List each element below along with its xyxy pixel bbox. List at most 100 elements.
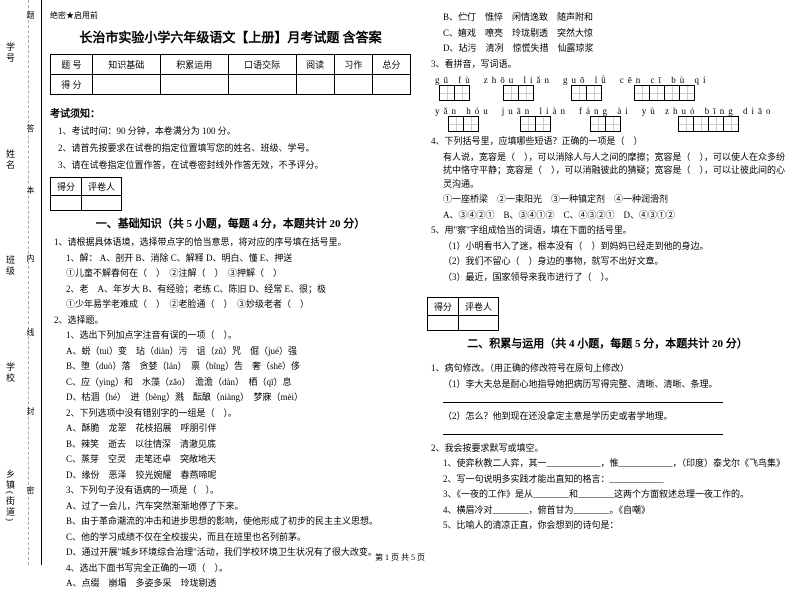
seal-seg: 线: [25, 328, 36, 336]
sb-blank: [459, 316, 499, 331]
tianzige-cell: [693, 116, 709, 132]
tianzige-row: [520, 116, 551, 132]
binding-margin: 学号 姓名 班级 学校 乡镇(街道) 题 答 本 内 线 封 密: [0, 0, 42, 565]
tianzige-cell: [454, 85, 470, 101]
pinyin-block: guō lǜ: [563, 75, 610, 101]
q: B、由于革命潮流的冲击和进步思想的影响，使他形成了初步的民主主义思想。: [66, 515, 411, 529]
blank-line: [443, 393, 788, 408]
q: 4、横眉冷对________，俯首甘为________。《自嘲》: [443, 504, 788, 518]
seal-seg: 题: [25, 11, 36, 19]
q: 有人说，宽容是（ ），可以消除人与人之间的摩擦；宽容是（ ），可以使人在众多纷扰…: [443, 151, 788, 192]
q: 1、选出下列加点字注音有误的一项（ ）。: [66, 329, 411, 343]
th: 阅读: [296, 55, 334, 75]
q: （2）我们不留心（ ）身边的事物，就写不出好文章。: [443, 255, 788, 269]
seal-seg: 内: [25, 254, 36, 262]
sb-c1: 得分: [51, 178, 82, 196]
exam-title: 长治市实验小学六年级语文【上册】月考试题 含答案: [50, 27, 411, 46]
q: A、点缀 崩塌 多姿多采 玲珑剔透: [66, 577, 411, 591]
td: [372, 75, 410, 95]
notice-item: 3、请在试卷指定位置作答，在试卷密封线外作答无效，不予评分。: [58, 158, 411, 171]
sb-blank: [51, 196, 82, 211]
score-box: 得分 评卷人: [50, 177, 122, 211]
pinyin-block: zhōu liǎn: [484, 75, 553, 101]
tianzige-row: [590, 116, 621, 132]
q: （1）李大夫总是耐心地指导她把病历写得完整、清晰、清晰、条理。: [443, 378, 788, 392]
exam-page: 学号 姓名 班级 学校 乡镇(街道) 题 答 本 内 线 封 密 绝密★启用前 …: [0, 0, 800, 565]
sb-blank: [82, 196, 122, 211]
seal-seg: 答: [25, 124, 36, 132]
q: 2、选择题。: [54, 314, 411, 328]
q: 3、下列句子没有语病的一项是（ ）。: [66, 484, 411, 498]
q: C、嬉戏 嘹亮 玲珑剔透 突然大惊: [443, 27, 788, 41]
q: （2）怎么？他到现在还没拿定主意是学历史或者学地理。: [443, 410, 788, 424]
margin-label: 学号: [4, 42, 17, 64]
th: 口语交际: [228, 55, 296, 75]
tianzige-cell: [664, 85, 680, 101]
seal-seg: 本: [25, 186, 36, 194]
tianzige-cell: [679, 85, 695, 101]
section-head: 得分 评卷人: [50, 177, 411, 211]
tianzige-row: [503, 85, 534, 101]
q: 1、病句修改。（用正确的修改符号在原句上修改）: [431, 362, 788, 376]
page-footer: 第 1 页 共 5 页: [0, 552, 800, 563]
q: A、酥脆 龙翠 花枝招展 呼朋引伴: [66, 422, 411, 436]
q: C、他的学习成绩不仅在全校拔尖，而且在班里也名列前茅。: [66, 531, 411, 545]
tianzige-cell: [708, 116, 724, 132]
q: 2、写一句说明多实践才能出直知的格言：____________: [443, 473, 788, 487]
right-column: B、伫仃 憔悴 闲情逸致 随声附和 C、嬉戏 嘹亮 玲珑剔透 突然大惊 D、玷污…: [427, 10, 788, 559]
q: （3）最近，国家领导来我市进行了（ ）。: [443, 271, 788, 285]
content-area: 绝密★启用前 长治市实验小学六年级语文【上册】月考试题 含答案 题 号 知识基础…: [42, 0, 800, 565]
pinyin-text: yù zhuó bīng diāo: [642, 106, 775, 116]
td: [334, 75, 372, 95]
sb-c2: 评卷人: [459, 298, 499, 316]
tianzige-cell: [535, 116, 551, 132]
q: A、过了一会儿，汽车突然渐渐地停了下来。: [66, 500, 411, 514]
tianzige-cell: [520, 116, 536, 132]
pinyin-block: fáng ài: [579, 106, 632, 132]
td: [296, 75, 334, 95]
q: 3、《一夜的工作》是从________和________这两个方面叙述总理一夜工…: [443, 488, 788, 502]
q: 5、用"察"字组成恰当的词语，填在下面的括号里。: [431, 224, 788, 238]
q: ①少年易学老难成（ ） ②老脸通（ ） ③妙级老者（ ）: [66, 298, 411, 312]
tianzige-row: [571, 85, 602, 101]
blank-line: [443, 425, 788, 440]
q: ①儿童不解春何在（ ） ②注解（ ） ③押解（ ）: [66, 267, 411, 281]
seal-line: 题 答 本 内 线 封 密: [28, 0, 29, 565]
pinyin-text: cēn cī bù qí: [620, 75, 710, 85]
q: 4、下列括号里，应填哪些短语？正确的一项是（ ）: [431, 135, 788, 149]
tianzige-cell: [649, 85, 665, 101]
tianzige-cell: [723, 116, 739, 132]
q: 2、老 A、年岁大 B、有经验；老练 C、陈旧 D、经常 E、很；极: [66, 283, 411, 297]
q: B、辣笑 逝去 以往情深 清澈见底: [66, 438, 411, 452]
pinyin-block: gū fù: [435, 75, 474, 101]
q: C、应（yìng）和 水藻（zǎo） 澹澹（dàn） 栖（qī）息: [66, 376, 411, 390]
seal-seg: 密: [25, 486, 36, 494]
tianzige-cell: [503, 85, 519, 101]
th: 题 号: [51, 55, 93, 75]
margin-label: 班级: [4, 255, 17, 277]
q: A、蜕（tuì）变 玷（diàn）污 诅（zǔ）咒 倔（jué）强: [66, 345, 411, 359]
tianzige-cell: [586, 85, 602, 101]
pinyin-text: guō lǜ: [563, 75, 610, 85]
tianzige-cell: [634, 85, 650, 101]
tianzige-cell: [605, 116, 621, 132]
tianzige-cell: [571, 85, 587, 101]
tianzige-row: [634, 85, 695, 101]
tianzige-cell: [518, 85, 534, 101]
td: [92, 75, 160, 95]
notice-item: 1、考试时间：90 分钟，本卷满分为 100 分。: [58, 124, 411, 137]
q: 3、看拼音，写词语。: [431, 58, 788, 72]
seal-seg: 封: [25, 407, 36, 415]
tianzige-row: [439, 85, 470, 101]
margin-label: 学校: [4, 362, 17, 384]
q: 1、请根据具体语境，选择带点字的恰当意思，将对应的序号填在括号里。: [54, 236, 411, 250]
margin-labels: 学号 姓名 班级 学校 乡镇(街道): [4, 0, 17, 565]
left-column: 绝密★启用前 长治市实验小学六年级语文【上册】月考试题 含答案 题 号 知识基础…: [50, 10, 411, 559]
q: A、③④②① B、③④①② C、④③②① D、④③①②: [443, 209, 788, 223]
table-row: 得 分: [51, 75, 411, 95]
sb-c1: 得分: [428, 298, 459, 316]
pinyin-row: yǎn hóujuān liànfáng àiyù zhuó bīng diāo: [435, 106, 788, 132]
q: 2、我会按要求默写或填空。: [431, 442, 788, 456]
secret-label: 绝密★启用前: [50, 10, 411, 21]
th: 知识基础: [92, 55, 160, 75]
